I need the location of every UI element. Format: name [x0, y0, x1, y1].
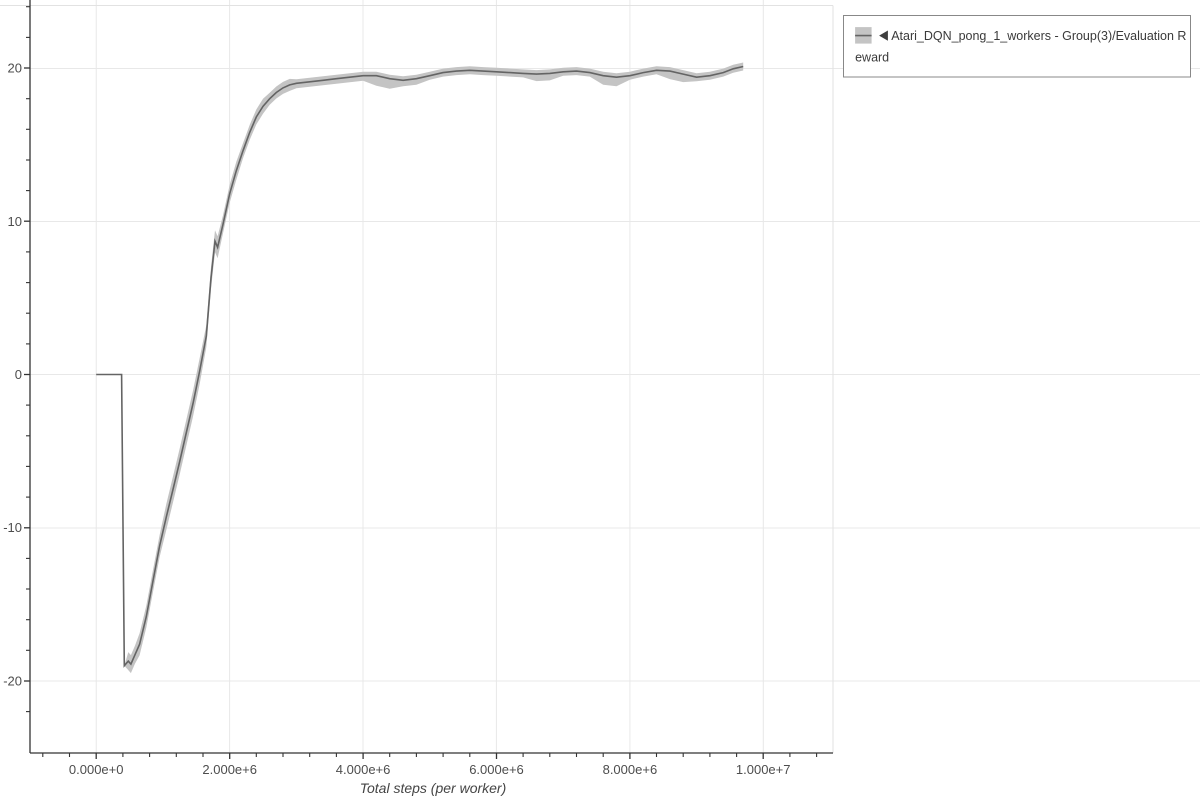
svg-text:0.000e+0: 0.000e+0	[69, 762, 124, 777]
svg-text:0: 0	[15, 367, 22, 382]
svg-text:1.000e+7: 1.000e+7	[736, 762, 791, 777]
svg-text:-10: -10	[3, 520, 22, 535]
svg-text:6.000e+6: 6.000e+6	[469, 762, 524, 777]
svg-text:Atari_DQN_pong_1_workers - Gro: Atari_DQN_pong_1_workers - Group(3)/Eval…	[891, 29, 1186, 43]
svg-text:10: 10	[8, 214, 22, 229]
svg-text:eward: eward	[855, 51, 889, 65]
svg-text:20: 20	[8, 61, 22, 76]
svg-text:-20: -20	[3, 674, 22, 689]
svg-text:Total steps (per worker): Total steps (per worker)	[360, 780, 507, 796]
svg-text:2.000e+6: 2.000e+6	[202, 762, 257, 777]
svg-text:8.000e+6: 8.000e+6	[603, 762, 658, 777]
svg-text:4.000e+6: 4.000e+6	[336, 762, 391, 777]
